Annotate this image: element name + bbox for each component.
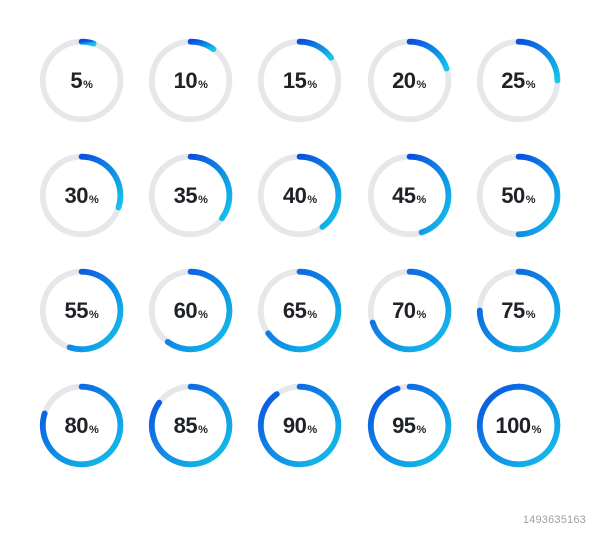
ring-label: 80 % — [64, 413, 98, 439]
percent-symbol: % — [417, 309, 427, 321]
ring-label: 60 % — [174, 298, 208, 324]
percent-symbol: % — [89, 309, 99, 321]
ring-value: 40 — [283, 183, 306, 209]
ring-value: 75 — [501, 298, 524, 324]
percentage-ring: 90 % — [254, 377, 345, 474]
ring-value: 80 — [64, 413, 87, 439]
ring-value: 5 — [70, 68, 82, 94]
percentage-ring: 10 % — [145, 32, 236, 129]
ring-label: 25 % — [501, 68, 535, 94]
percentage-ring: 30 % — [36, 147, 127, 244]
ring-label: 90 % — [283, 413, 317, 439]
ring-value: 35 — [174, 183, 197, 209]
percentage-ring: 40 % — [254, 147, 345, 244]
percent-symbol: % — [417, 79, 427, 91]
percentage-ring: 20 % — [364, 32, 455, 129]
ring-label: 20 % — [392, 68, 426, 94]
percentage-ring: 80 % — [36, 377, 127, 474]
ring-value: 45 — [392, 183, 415, 209]
percentage-ring: 35 % — [145, 147, 236, 244]
percent-symbol: % — [532, 424, 542, 436]
percent-symbol: % — [198, 424, 208, 436]
percentage-ring: 25 % — [473, 32, 564, 129]
ring-label: 40 % — [283, 183, 317, 209]
percentage-ring: 70 % — [364, 262, 455, 359]
ring-value: 95 — [392, 413, 415, 439]
ring-value: 55 — [64, 298, 87, 324]
percent-symbol: % — [307, 309, 317, 321]
percentage-ring: 5 % — [36, 32, 127, 129]
percent-symbol: % — [417, 194, 427, 206]
ring-value: 85 — [174, 413, 197, 439]
ring-label: 30 % — [64, 183, 98, 209]
ring-label: 50 % — [501, 183, 535, 209]
percent-symbol: % — [526, 194, 536, 206]
ring-label: 75 % — [501, 298, 535, 324]
ring-label: 95 % — [392, 413, 426, 439]
ring-value: 50 — [501, 183, 524, 209]
percent-symbol: % — [417, 424, 427, 436]
ring-value: 15 — [283, 68, 306, 94]
ring-value: 30 — [64, 183, 87, 209]
ring-value: 25 — [501, 68, 524, 94]
ring-label: 85 % — [174, 413, 208, 439]
ring-value: 90 — [283, 413, 306, 439]
ring-label: 10 % — [174, 68, 208, 94]
ring-value: 70 — [392, 298, 415, 324]
percent-symbol: % — [83, 79, 93, 91]
percent-symbol: % — [198, 194, 208, 206]
percentage-ring: 55 % — [36, 262, 127, 359]
percentage-ring: 95 % — [364, 377, 455, 474]
ring-value: 20 — [392, 68, 415, 94]
percent-symbol: % — [526, 309, 536, 321]
ring-label: 5 % — [70, 68, 93, 94]
percentage-ring: 85 % — [145, 377, 236, 474]
ring-progress — [191, 42, 214, 49]
percentage-ring: 15 % — [254, 32, 345, 129]
percent-symbol: % — [89, 194, 99, 206]
percent-symbol: % — [307, 194, 317, 206]
percent-symbol: % — [526, 79, 536, 91]
ring-label: 35 % — [174, 183, 208, 209]
percent-symbol: % — [89, 424, 99, 436]
percent-symbol: % — [307, 424, 317, 436]
ring-label: 45 % — [392, 183, 426, 209]
ring-progress — [82, 42, 94, 44]
ring-label: 70 % — [392, 298, 426, 324]
percentage-ring: 50 % — [473, 147, 564, 244]
ring-label: 15 % — [283, 68, 317, 94]
ring-progress — [300, 42, 331, 58]
ring-progress — [409, 42, 446, 69]
stock-id: 1493635163 — [523, 514, 586, 526]
percent-symbol: % — [307, 79, 317, 91]
percent-symbol: % — [198, 309, 208, 321]
ring-value: 10 — [174, 68, 197, 94]
ring-value: 65 — [283, 298, 306, 324]
ring-label: 65 % — [283, 298, 317, 324]
ring-value: 60 — [174, 298, 197, 324]
percentage-ring: 65 % — [254, 262, 345, 359]
ring-value: 100 — [495, 413, 530, 439]
percent-symbol: % — [198, 79, 208, 91]
percentage-ring-grid: 5 % 10 % — [0, 0, 600, 534]
ring-label: 100 % — [495, 413, 541, 439]
percentage-ring: 100 % — [473, 377, 564, 474]
percentage-ring: 45 % — [364, 147, 455, 244]
percentage-ring: 60 % — [145, 262, 236, 359]
percentage-ring: 75 % — [473, 262, 564, 359]
ring-label: 55 % — [64, 298, 98, 324]
